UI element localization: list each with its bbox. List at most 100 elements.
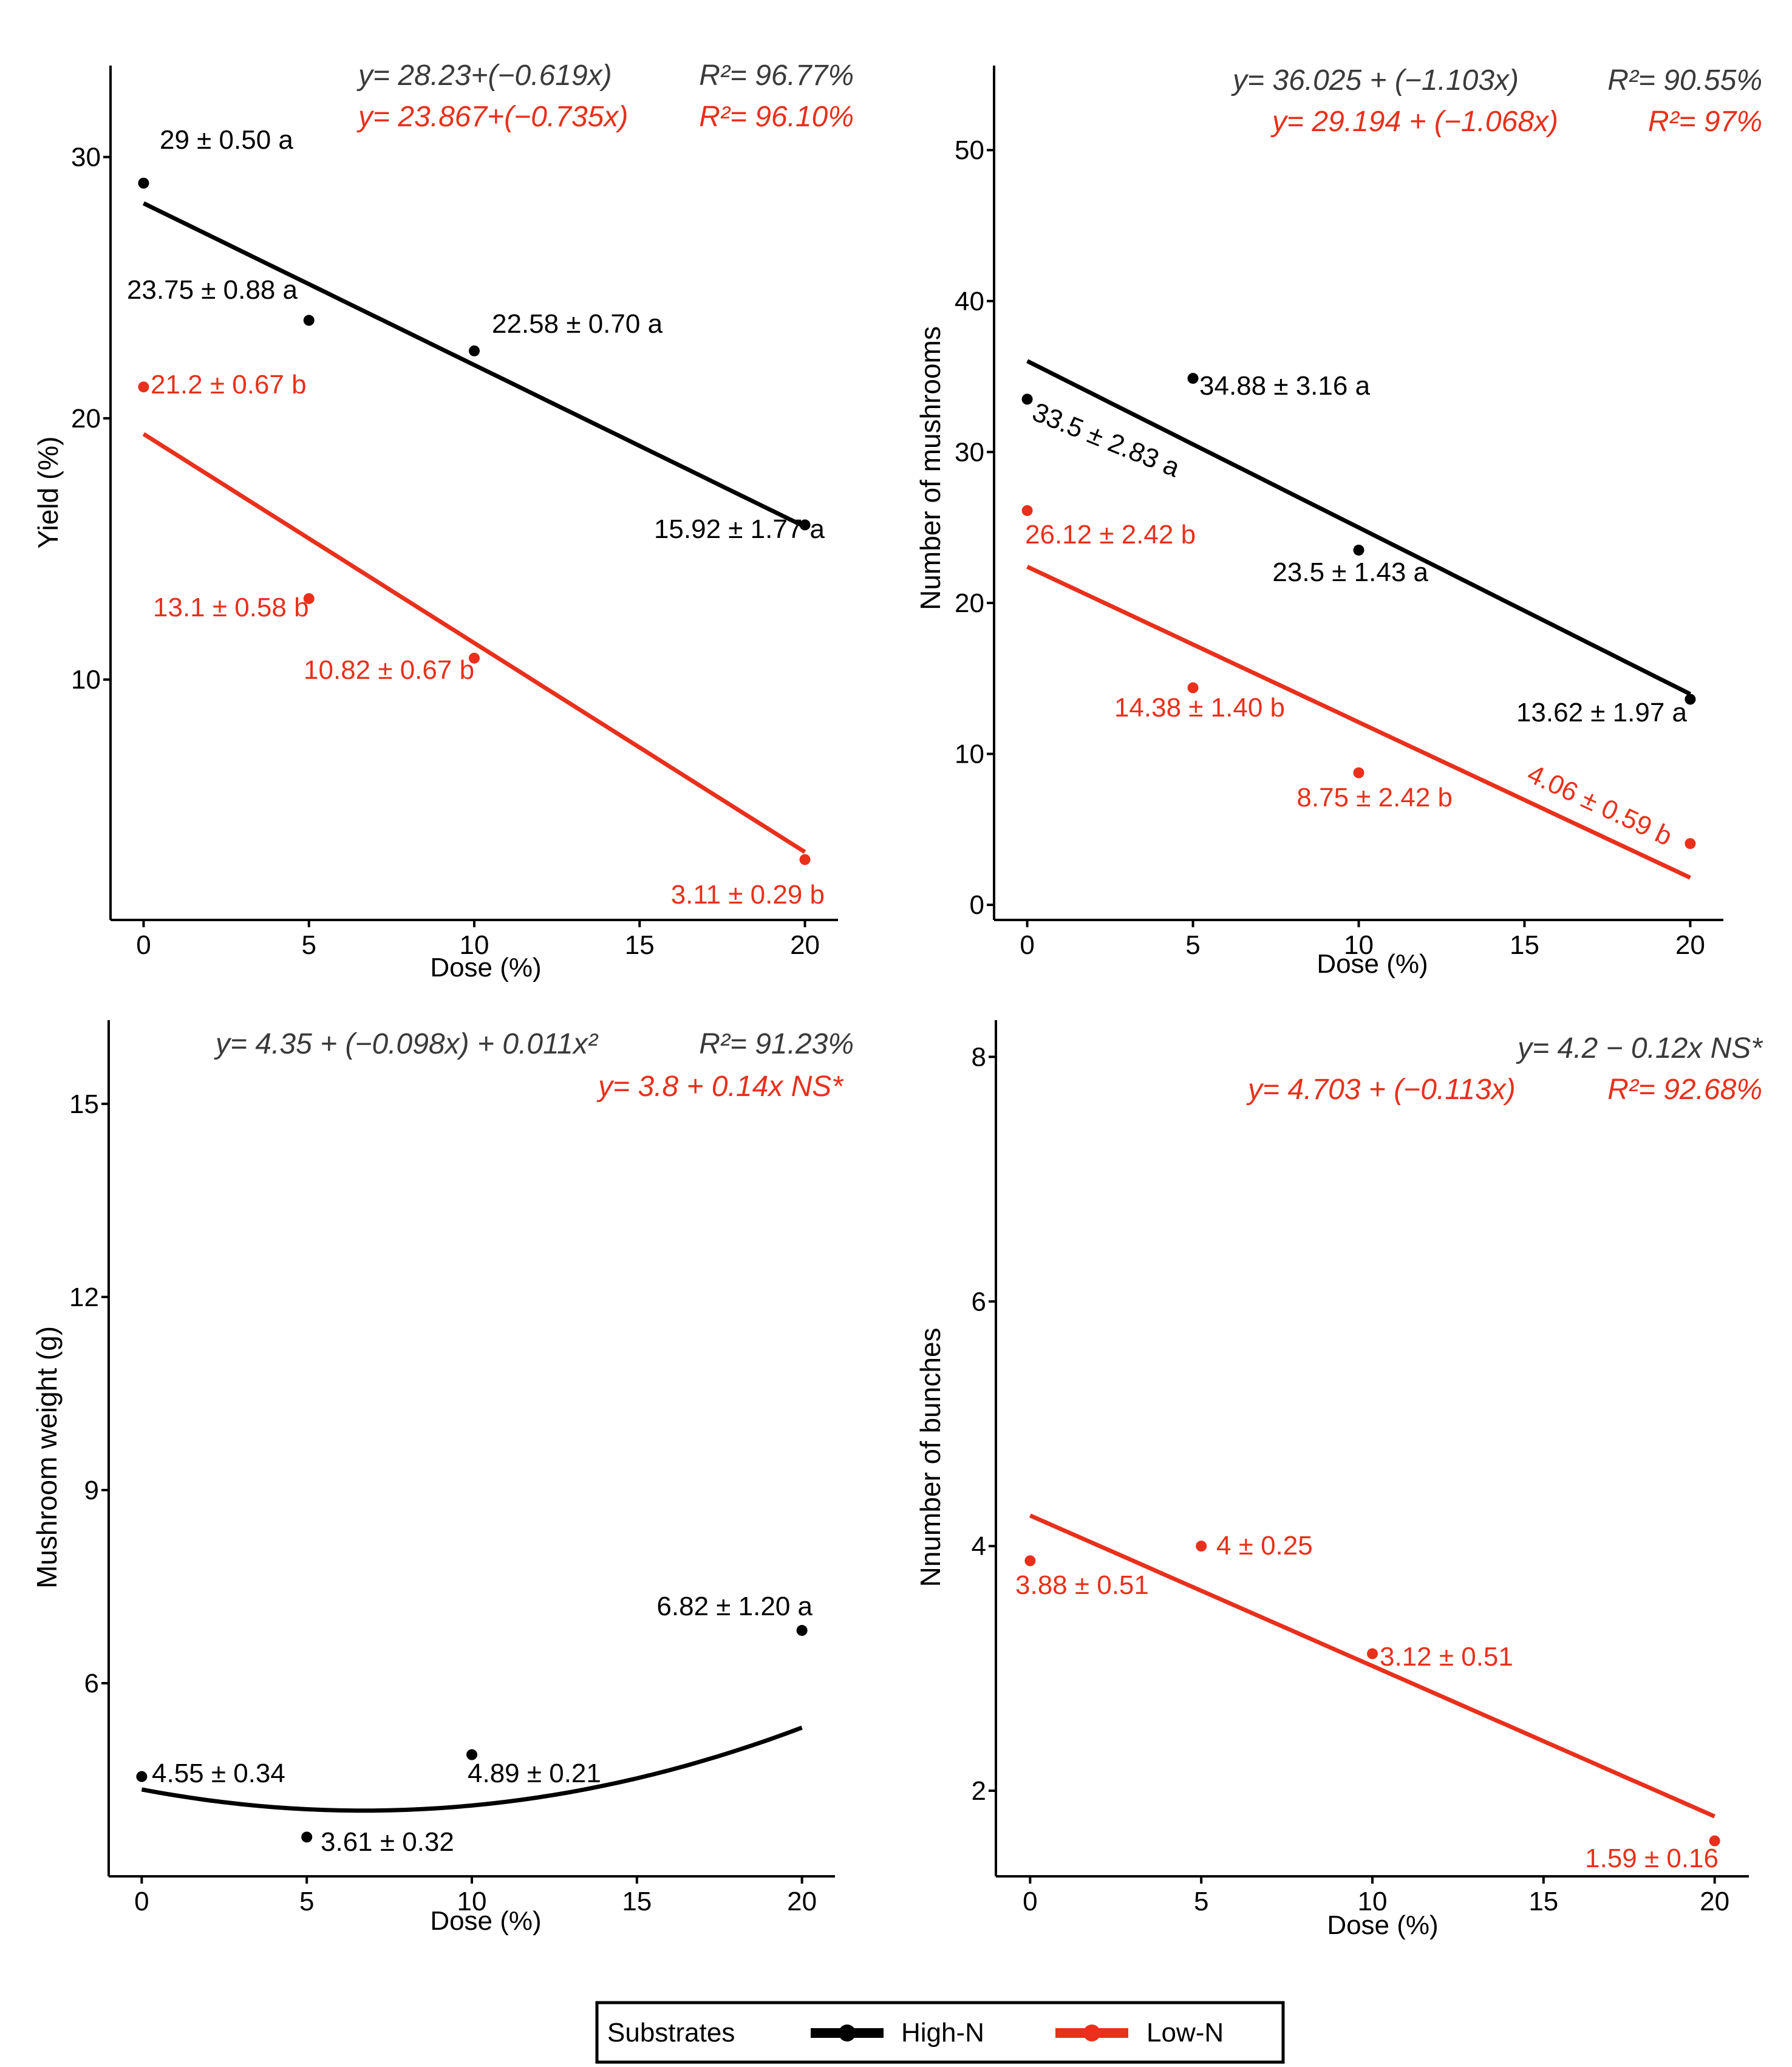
y-tick-label: 2 [972, 1776, 986, 1806]
point-low-n [1709, 1835, 1720, 1847]
point-low-n [1021, 505, 1033, 516]
data-label-high-n: 3.61 ± 0.32 [321, 1827, 454, 1857]
x-tick-label: 10 [1358, 1887, 1388, 1916]
data-label-low-n: 21.2 ± 0.67 b [151, 370, 307, 400]
point-high-n [796, 1625, 808, 1636]
equation-low-n: y= 4.703 + (−0.113x) [1246, 1074, 1516, 1106]
equation-high-n: y= 4.2 − 0.12x NS* [1516, 1032, 1763, 1064]
point-high-n [1353, 544, 1364, 556]
points-low-n [1021, 505, 1696, 850]
x-axis-label: Dose (%) [430, 953, 541, 982]
x-tick-label: 10 [460, 930, 489, 960]
legend-box [595, 2001, 1285, 2064]
point-high-n [301, 1831, 313, 1843]
y-tick-label: 40 [955, 287, 984, 316]
x-tick-label: 0 [136, 930, 151, 960]
x-ticks: 0 5 10 15 20 [1020, 920, 1705, 960]
y-tick-label: 50 [955, 135, 984, 165]
equation-high-n: y= 4.35 + (−0.098x) + 0.011x² [214, 1028, 599, 1060]
points-low-n [138, 381, 811, 865]
legend-label-low-n: Low-N [1146, 2018, 1224, 2048]
bunch-count-panel: Nnumber of bunches Dose (%) 0 5 10 15 20 2 4 6… [915, 1020, 1763, 1940]
data-label-high-n: 34.88 ± 3.16 a [1199, 371, 1371, 401]
x-tick-label: 20 [790, 930, 820, 960]
y-tick-label: 10 [955, 740, 984, 769]
point-low-n [1353, 767, 1364, 778]
equation-low-n: y= 23.867+(−0.735x) [356, 101, 628, 133]
data-label-high-n: 6.82 ± 1.20 a [656, 1592, 813, 1621]
yield-panel: Yield (%) Dose (%) 0 5 10 15 20 10 20 30 29 ± … [32, 60, 854, 982]
point-high-n [469, 345, 480, 356]
point-high-n [466, 1749, 477, 1760]
data-label-low-n: 14.38 ± 1.40 b [1114, 693, 1285, 723]
r2-high-n: R²= 90.55% [1607, 64, 1762, 97]
x-tick-label: 20 [787, 1887, 817, 1916]
data-label-low-n: 3.12 ± 0.51 [1380, 1642, 1513, 1672]
data-label-high-n: 4.55 ± 0.34 [152, 1759, 285, 1788]
y-axis-label: Number of mushrooms [915, 326, 946, 610]
point-low-n [138, 381, 149, 393]
equation-low-n: y= 29.194 + (−1.068x) [1270, 106, 1558, 138]
x-tick-label: 15 [622, 1887, 652, 1916]
data-label-low-n: 1.59 ± 0.16 [1585, 1844, 1719, 1873]
point-high-n [1685, 693, 1696, 705]
y-axis-label: Mushroom weight (g) [31, 1326, 63, 1589]
y-ticks: 2 4 6 8 [972, 1042, 996, 1806]
x-tick-label: 10 [1344, 930, 1374, 960]
legend-dot-high-n [839, 2024, 856, 2041]
y-ticks: 6 9 12 15 [69, 1089, 109, 1698]
equation-high-n: y= 28.23+(−0.619x) [356, 60, 612, 92]
y-tick-label: 30 [955, 437, 984, 467]
data-label-low-n: 3.11 ± 0.29 b [671, 880, 825, 910]
point-low-n [469, 652, 480, 664]
point-low-n [1196, 1541, 1207, 1552]
y-tick-label: 30 [71, 143, 101, 172]
data-label-high-n: 23.75 ± 0.88 a [127, 275, 298, 305]
x-tick-label: 15 [1528, 1887, 1558, 1916]
x-axis-label: Dose (%) [430, 1906, 541, 1936]
point-low-n [303, 593, 315, 604]
points-high-n [138, 177, 811, 531]
x-tick-label: 0 [1020, 930, 1034, 960]
fit-line-high-n [142, 201, 806, 529]
point-high-n [138, 177, 149, 189]
data-label-low-n: 13.1 ± 0.58 b [153, 593, 309, 622]
x-tick-label: 10 [457, 1887, 487, 1916]
points-high-n [136, 1625, 808, 1843]
x-tick-label: 0 [134, 1887, 149, 1916]
point-low-n [799, 854, 811, 865]
legend: Substrates High-N Low-N [595, 2001, 1285, 2064]
point-high-n [799, 519, 811, 531]
y-tick-label: 20 [71, 404, 101, 434]
fit-line-high-n [1026, 359, 1691, 696]
points-low-n [1024, 1541, 1720, 1847]
data-label-low-n: 26.12 ± 2.42 b [1025, 520, 1196, 550]
point-high-n [1021, 393, 1033, 405]
y-axis-label: Yield (%) [32, 437, 64, 549]
r2-low-n: R²= 92.68% [1607, 1074, 1762, 1106]
r2-low-n: R²= 97% [1648, 106, 1762, 138]
x-ticks: 0 5 10 15 20 [1023, 1876, 1729, 1916]
y-tick-label: 4 [972, 1531, 986, 1561]
data-label-low-n: 3.88 ± 0.51 [1015, 1570, 1149, 1600]
y-tick-label: 15 [69, 1089, 99, 1119]
legend-title: Substrates [607, 2018, 735, 2048]
data-label-high-n: 13.62 ± 1.97 a [1516, 698, 1688, 727]
mushroom-weight-panel: Mushroom weight (g) Dose (%) 0 5 10 15 20 6 9… [31, 1020, 854, 1936]
y-ticks: 0 10 20 30 40 50 [955, 135, 994, 920]
y-tick-label: 6 [84, 1669, 99, 1698]
r2-low-n: R²= 96.10% [699, 101, 854, 133]
y-tick-label: 8 [972, 1042, 986, 1072]
y-tick-label: 0 [970, 890, 984, 920]
equation-high-n: y= 36.025 + (−1.103x) [1231, 64, 1519, 97]
x-tick-label: 5 [1194, 1887, 1208, 1916]
data-label-high-n: 23.5 ± 1.43 a [1272, 557, 1428, 587]
y-ticks: 10 20 30 [71, 143, 111, 695]
x-tick-label: 15 [625, 930, 655, 960]
r2-high-n: R²= 96.77% [699, 60, 854, 92]
data-label-high-n: 15.92 ± 1.77 a [654, 514, 825, 544]
y-axis-label: Nnumber of bunches [915, 1327, 946, 1587]
x-axis-label: Dose (%) [1327, 1910, 1438, 1940]
fit-line-low-n [1029, 1513, 1716, 1819]
x-tick-label: 0 [1023, 1887, 1037, 1916]
